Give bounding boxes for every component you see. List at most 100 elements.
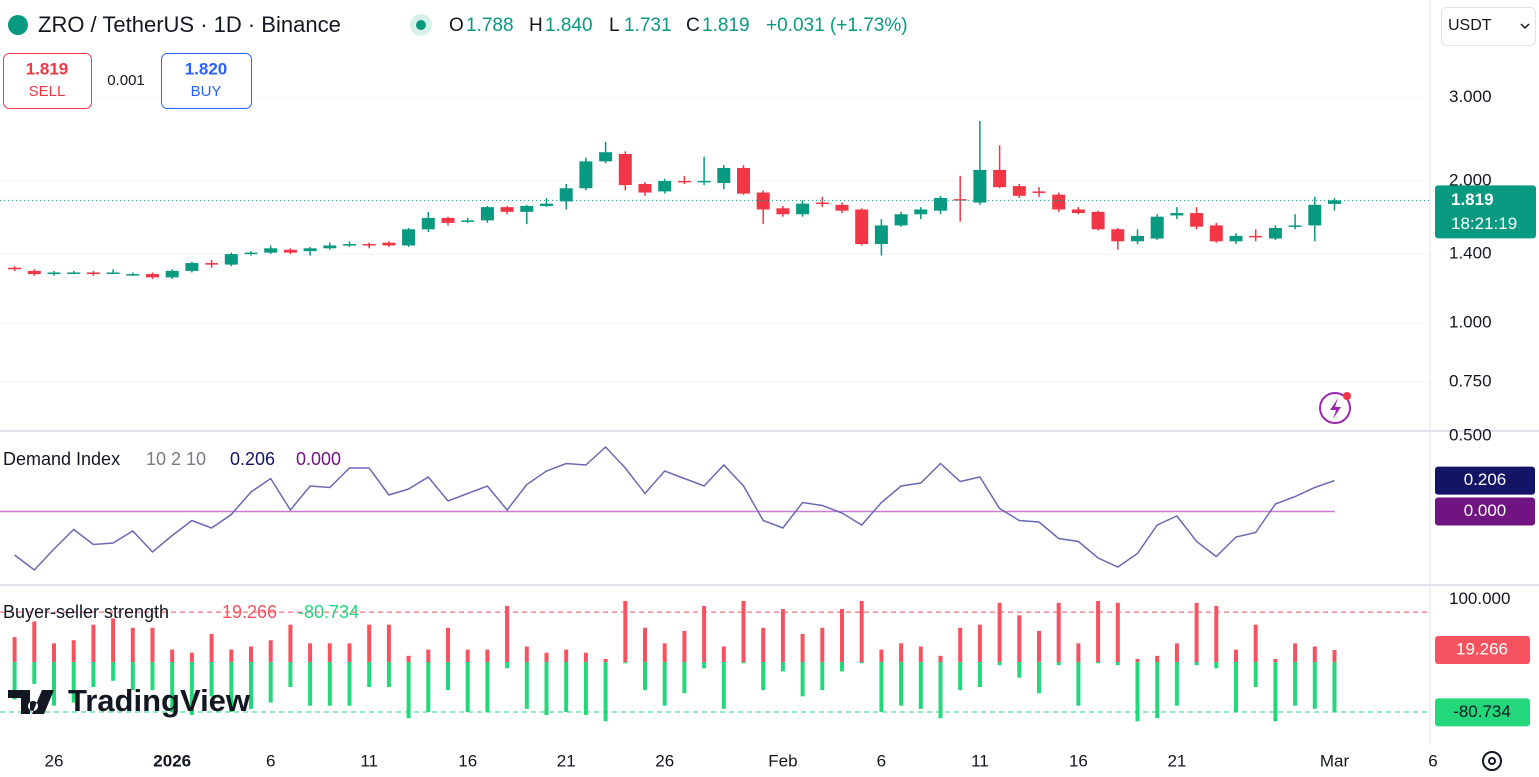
strength-bar — [229, 649, 234, 663]
strength-bar — [741, 662, 746, 664]
legend-value: -80.734 — [298, 602, 359, 622]
strength-bar — [465, 662, 470, 712]
axis-marker — [1435, 636, 1530, 665]
strength-bar — [859, 600, 864, 663]
strength-bar — [505, 605, 510, 663]
y-tick-label: 0.750 — [1449, 372, 1492, 391]
indicator-title: Buyer-seller strength — [3, 602, 169, 622]
strength-bar — [524, 646, 529, 663]
candle-body — [283, 249, 297, 253]
strength-bar — [918, 646, 923, 663]
strength-bar — [564, 649, 569, 663]
candle-body — [126, 274, 140, 276]
last-price-marker — [1435, 185, 1536, 239]
strength-bar — [1312, 646, 1317, 663]
strength-bar — [741, 600, 746, 663]
strength-bar — [1214, 662, 1219, 669]
y-tick-label: 1.400 — [1449, 244, 1492, 263]
countdown: 18:21:19 — [1451, 214, 1517, 233]
strength-bar — [800, 662, 805, 697]
strength-bar — [446, 662, 450, 691]
candle-body — [224, 254, 238, 265]
strength-bar — [524, 662, 529, 709]
x-tick-label: 11 — [360, 751, 378, 770]
last-price-label: 1.819 — [1451, 190, 1494, 209]
strength-bar — [643, 662, 647, 691]
strength-bar — [288, 624, 293, 663]
strength-bar — [1135, 662, 1140, 722]
candle-body — [835, 204, 849, 211]
candle-body — [1091, 211, 1105, 230]
strength-bar — [583, 662, 588, 716]
strength-bar — [899, 662, 904, 706]
strength-bar — [1194, 602, 1199, 663]
strength-bar — [997, 662, 1002, 666]
candle-body — [934, 198, 947, 211]
strength-bar — [702, 662, 707, 669]
strength-bar — [1253, 624, 1258, 663]
strength-bar — [918, 662, 923, 709]
strength-bar — [840, 609, 844, 663]
legend-value: 0.206 — [230, 449, 275, 469]
alert-icon[interactable] — [1319, 392, 1351, 424]
strength-bar — [1037, 662, 1041, 694]
settings-icon[interactable] — [1482, 751, 1502, 771]
sell-price: 1.819 — [26, 59, 69, 78]
sell-button[interactable] — [3, 53, 92, 109]
strength-bar — [347, 662, 352, 706]
strength-bar — [643, 627, 647, 663]
candle-body — [1288, 225, 1302, 227]
strength-bar — [308, 643, 313, 663]
strength-bar — [682, 662, 687, 694]
y-tick-label: 0.500 — [1449, 425, 1492, 444]
candle-body — [362, 244, 376, 246]
candle-body — [382, 242, 396, 246]
strength-bar — [406, 662, 411, 719]
axis-marker-label: 0.206 — [1464, 470, 1507, 489]
currency-button[interactable] — [1441, 7, 1536, 46]
strength-bar — [505, 662, 510, 669]
dropdown-arrow — [1520, 23, 1530, 30]
strength-bar — [1135, 658, 1140, 663]
candle-body — [205, 263, 219, 265]
candle-body — [776, 208, 790, 215]
axis-marker — [1435, 466, 1535, 495]
strength-bar — [111, 662, 116, 681]
ohlc-key: H — [529, 15, 543, 36]
x-tick-label: 26 — [655, 751, 674, 770]
candle-body — [973, 169, 987, 203]
candle-body — [303, 248, 317, 252]
strength-bar — [52, 662, 56, 706]
candle-body — [1209, 225, 1223, 242]
buy-button[interactable] — [161, 53, 252, 109]
strength-bar — [465, 649, 470, 663]
strength-bar — [780, 662, 785, 672]
strength-bar — [130, 627, 135, 663]
axis-marker-label: 19.266 — [1456, 640, 1508, 659]
candle-body — [993, 169, 1007, 188]
strength-bar — [721, 662, 726, 709]
strength-bar — [1253, 662, 1258, 688]
currency: USDT — [1448, 17, 1492, 34]
strength-bar — [446, 627, 450, 663]
strength-bar — [170, 662, 175, 712]
candle-body — [855, 209, 869, 245]
strength-bar — [997, 602, 1002, 663]
strength-bar — [150, 662, 155, 691]
alert-bolt — [1330, 398, 1341, 419]
strength-bar — [1312, 662, 1317, 709]
strength-bar — [1174, 643, 1179, 663]
x-tick-label: 16 — [458, 751, 477, 770]
symbol-icon — [8, 15, 28, 35]
strength-bar — [12, 662, 17, 700]
candle-body — [1052, 194, 1066, 210]
strength-bar — [1214, 605, 1219, 663]
strength-bar — [150, 627, 155, 663]
strength-bar — [879, 662, 884, 712]
candle-body — [480, 207, 494, 221]
buy-price: 1.820 — [185, 59, 228, 78]
strength-bar — [721, 646, 726, 663]
candle-body — [47, 272, 61, 275]
strength-bar — [268, 640, 273, 663]
